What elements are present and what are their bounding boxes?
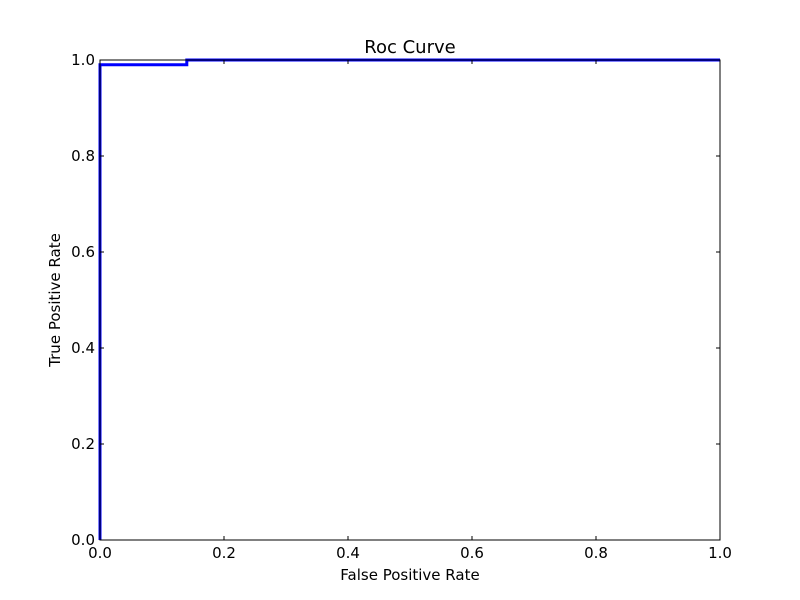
x-tick-label: 0.4	[336, 544, 360, 562]
x-tick-label: 0.6	[460, 544, 484, 562]
tick-layer: 0.0 0.2 0.4 0.6 0.8 1.0 0.0 0.2 0.4 0.6 0.8 1.0	[71, 51, 732, 562]
y-tick-label: 0.4	[71, 339, 95, 357]
y-tick-label: 0.2	[71, 435, 95, 453]
y-tick-label: 0.6	[71, 243, 95, 261]
y-axis-label: True Positive Rate	[46, 233, 64, 368]
y-tick-label: 0.0	[71, 531, 95, 549]
plot-frame	[99, 59, 721, 541]
x-axis-label: False Positive Rate	[340, 566, 479, 584]
y-tick-label: 0.8	[71, 147, 95, 165]
x-tick-label: 0.8	[584, 544, 608, 562]
chart-title: Roc Curve	[364, 37, 455, 58]
y-tick-label: 1.0	[71, 51, 95, 69]
x-tick-label: 0.2	[212, 544, 236, 562]
x-tick-label: 1.0	[708, 544, 732, 562]
x-tick-label: 0.0	[88, 544, 112, 562]
